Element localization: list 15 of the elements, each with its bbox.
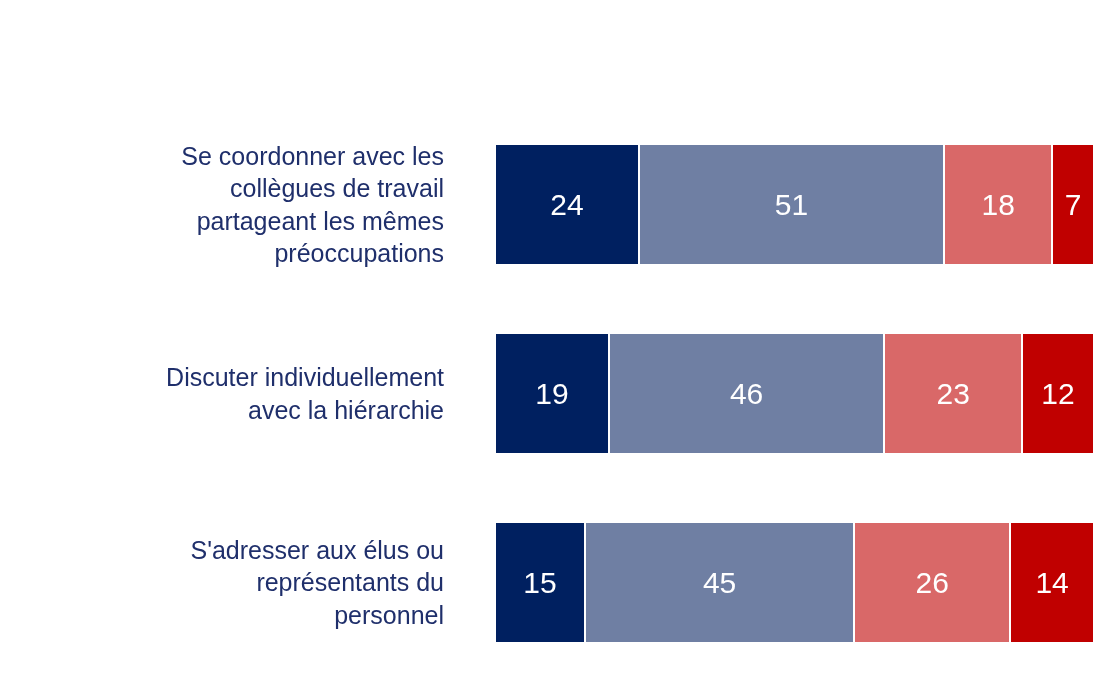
data-label: 51 xyxy=(774,188,809,221)
data-label: 12 xyxy=(1041,377,1075,410)
data-label: 18 xyxy=(981,188,1015,221)
y-tick-label: Se coordonner avec les collègues de travail partageant les mêmes préoccupations xyxy=(181,141,444,267)
data-label: 14 xyxy=(1035,566,1069,599)
y-tick-label: Discuter individuellement avec la hiérarchie xyxy=(166,363,445,424)
data-label: 19 xyxy=(535,377,569,410)
y-tick-label: S'adresser aux élus ou représentants du personnel xyxy=(190,535,444,629)
data-label: 15 xyxy=(523,566,557,599)
data-label: 26 xyxy=(915,566,949,599)
data-label: 24 xyxy=(550,188,584,221)
data-label: 23 xyxy=(936,377,970,410)
data-label: 7 xyxy=(1064,188,1082,221)
data-label: 45 xyxy=(702,566,737,599)
data-label: 46 xyxy=(729,377,764,410)
